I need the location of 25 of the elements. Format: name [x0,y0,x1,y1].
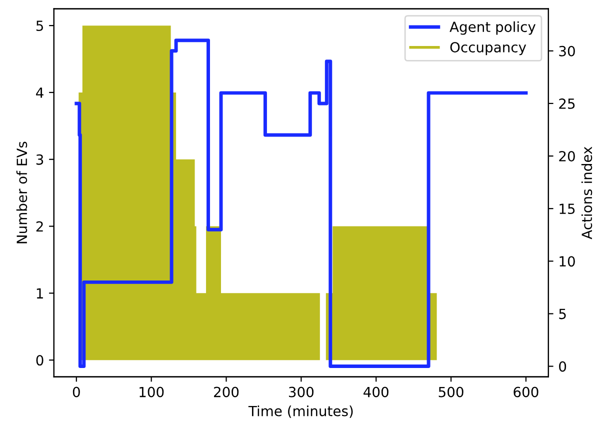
legend-label: Occupancy [450,42,526,56]
y-tick-label: 1 [36,288,43,298]
y-tick-label: 0 [36,355,44,366]
x-tick-label: 400 [364,386,388,398]
y2-tick-label: 20 [559,150,575,162]
y2-tick-label: 15 [560,204,575,214]
x-tick-label: 300 [288,386,314,398]
x-tick-label: 500 [438,386,464,398]
y-axis-title: Number of EVs [16,142,28,244]
y-tick-label: 3 [36,154,44,165]
x-tick-label: 200 [214,386,239,398]
x-tick-label: 100 [140,386,164,398]
y2-tick-label: 30 [559,46,575,56]
y-tick-label: 5 [36,20,43,32]
legend-label: Agent policy [450,21,536,35]
y2-tick-label: 10 [560,256,575,267]
y2-axis-title: Actions index [581,146,592,240]
y2-tick-label: 5 [559,308,566,320]
x-tick-label: 0 [72,386,80,398]
x-tick-label: 600 [514,386,538,398]
x-axis-title: Time (minutes) [248,406,353,418]
y-tick-label: 2 [36,221,43,232]
y2-tick-label: 0 [559,361,566,372]
y-tick-label: 4 [36,88,44,98]
y2-tick-label: 25 [559,98,575,109]
